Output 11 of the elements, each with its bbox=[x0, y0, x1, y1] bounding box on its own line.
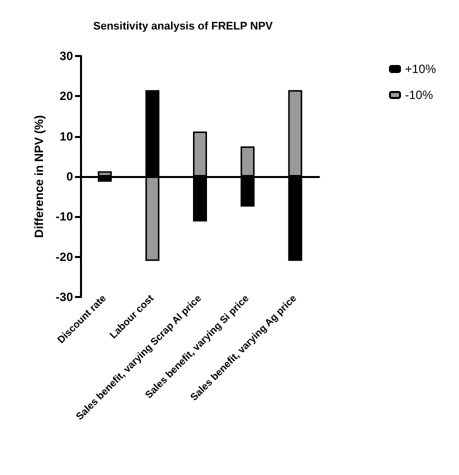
y-tick-label: -20 bbox=[56, 250, 74, 264]
y-tick-label: 20 bbox=[60, 89, 74, 104]
legend-label: -10% bbox=[404, 88, 434, 102]
legend-label: +10% bbox=[404, 62, 436, 76]
y-tick-label: -30 bbox=[56, 290, 74, 304]
y-axis-title: Difference in NPV (%) bbox=[32, 115, 46, 238]
y-tick-label: 10 bbox=[60, 129, 74, 144]
y-tick-label: -10 bbox=[56, 210, 74, 224]
y-tick-label: 0 bbox=[66, 170, 74, 184]
chart-title: Sensitivity analysis of FRELP NPV bbox=[93, 20, 274, 32]
y-tick-label: 30 bbox=[60, 49, 74, 63]
